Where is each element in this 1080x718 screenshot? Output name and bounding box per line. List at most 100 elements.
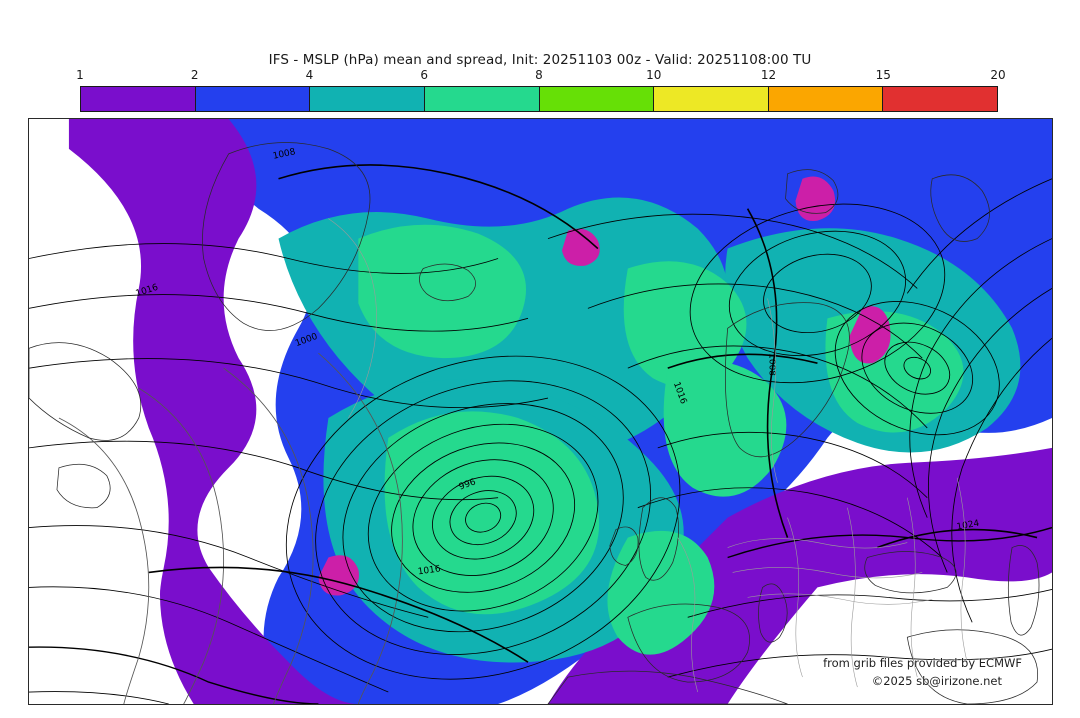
spread-band-1-2-atlantic [68, 119, 359, 704]
isobar-line [951, 337, 1052, 623]
isobar-1008-east [746, 208, 789, 538]
spread-anomaly-b [795, 176, 836, 221]
colorbar-tick-7: 15 [875, 68, 891, 82]
coast-iberia [627, 603, 750, 683]
border-line [328, 218, 377, 419]
isobar-label-1016: 1016 [417, 564, 441, 577]
isobar-ring [884, 341, 951, 395]
coast-ireland [609, 526, 639, 566]
colorbar-tick-3: 6 [420, 68, 429, 82]
coast-britain [638, 497, 679, 581]
colorbar-segment-4-6 [310, 87, 425, 111]
colorbar-segment-8-10 [539, 87, 655, 111]
colorbar-segment-15-20 [883, 87, 997, 111]
colorbar-tick-6: 12 [760, 68, 777, 82]
isobar-line [29, 358, 549, 409]
isobar-line [58, 417, 150, 704]
spread-band-6-8-baltic [663, 360, 787, 497]
colorbar-segment-1-2 [81, 87, 196, 111]
coast-newfoundland [56, 463, 111, 509]
isobar-layer [29, 178, 1052, 704]
colorbar-tick-8: 20 [990, 68, 1006, 82]
colorbar-tick-0: 1 [76, 68, 84, 82]
isobar-line [637, 487, 943, 558]
coast-labrador [29, 342, 142, 441]
isobar-1016-east [667, 353, 818, 369]
colorbar-tick-1: 2 [190, 68, 199, 82]
isobar-ring [412, 459, 554, 576]
coast-caspian [1007, 545, 1040, 636]
coast-italy [758, 583, 788, 643]
isobar-ring [342, 403, 624, 633]
isobar-line [687, 588, 1052, 618]
isobar-1008 [278, 164, 599, 250]
isobar-line [29, 243, 499, 274]
isobar-line [909, 238, 1052, 518]
spread-band-6-8-north-a [358, 224, 527, 359]
border-line [956, 477, 968, 663]
colorbar-tick-5: 10 [646, 68, 662, 82]
coast-black-sea [864, 551, 957, 594]
isobar-line [657, 431, 928, 499]
map-plot-area: 1008 1016 1008 1016 1024 1016 1000 996 [28, 118, 1053, 705]
isobar-line [223, 367, 314, 704]
isobar-line [318, 352, 403, 704]
colorbar: 1 2 4 6 8 10 12 15 20 [76, 68, 1006, 112]
spread-band-6-8-biscay [607, 530, 715, 655]
credit-source: from grib files provided by ECMWF [823, 656, 1022, 670]
border-line [787, 517, 803, 678]
coast-iceland [419, 263, 476, 302]
isobar-ring [449, 490, 517, 546]
border-line [767, 298, 778, 483]
colorbar-tick-2: 4 [305, 68, 314, 82]
isobar-line [29, 586, 389, 693]
colorbar-tick-labels: 1 2 4 6 8 10 12 15 20 [76, 66, 1005, 84]
coastline-layer [29, 142, 1040, 704]
colorbar-scale [80, 86, 998, 112]
page-title: IFS - MSLP (hPa) mean and spread, Init: … [268, 52, 812, 68]
isobar-line [29, 294, 529, 332]
map-canvas: 1008 1016 1008 1016 1024 1016 1000 996 [29, 119, 1052, 704]
spread-below-1-atlantic [29, 338, 194, 704]
spread-shading-layer [29, 119, 1052, 704]
spread-anomaly-a [561, 228, 600, 266]
border-line [677, 537, 698, 693]
isobar-line [587, 283, 923, 359]
isobar-1024 [877, 528, 1038, 549]
isobar-ring [903, 356, 932, 380]
colorbar-segment-10-12 [654, 87, 769, 111]
isobar-line [906, 178, 1052, 294]
isobar-line [627, 345, 928, 429]
coast-africa-nw [547, 670, 788, 704]
credit-copyright: ©2025 sb@irizone.net [871, 674, 1002, 688]
isobar-ring [763, 253, 872, 334]
colorbar-tick-4: 8 [535, 68, 543, 82]
isobar-line [29, 691, 169, 704]
colorbar-segment-12-15 [768, 87, 884, 111]
colorbar-segment-2-4 [195, 87, 311, 111]
isobar-label-1008: 1008 [272, 147, 297, 162]
coast-novaya-zemlya [930, 174, 990, 242]
border-line [727, 538, 908, 549]
isobar-line [927, 288, 1052, 573]
isobar-line [667, 648, 1052, 678]
coast-svalbard [785, 169, 839, 214]
isobar-label-1024: 1024 [956, 519, 981, 533]
isobar-label-1008b: 1008 [767, 353, 777, 376]
labeled-isobar-layer [148, 164, 1038, 663]
isobar-ring [728, 230, 907, 357]
isobar-line [29, 525, 429, 618]
isobar-ring [391, 442, 576, 593]
isobar-ring [689, 203, 946, 384]
coast-arabia [906, 629, 1039, 704]
spread-below-1-mediterranean [727, 572, 1052, 704]
border-line [906, 497, 918, 678]
border-line [732, 567, 923, 579]
isobar-ring [285, 355, 681, 680]
isobar-ring [465, 502, 502, 533]
isobar-ring [367, 423, 599, 612]
isobar-ring [834, 301, 1000, 436]
border-line [847, 507, 858, 688]
isobar-line [547, 213, 918, 289]
